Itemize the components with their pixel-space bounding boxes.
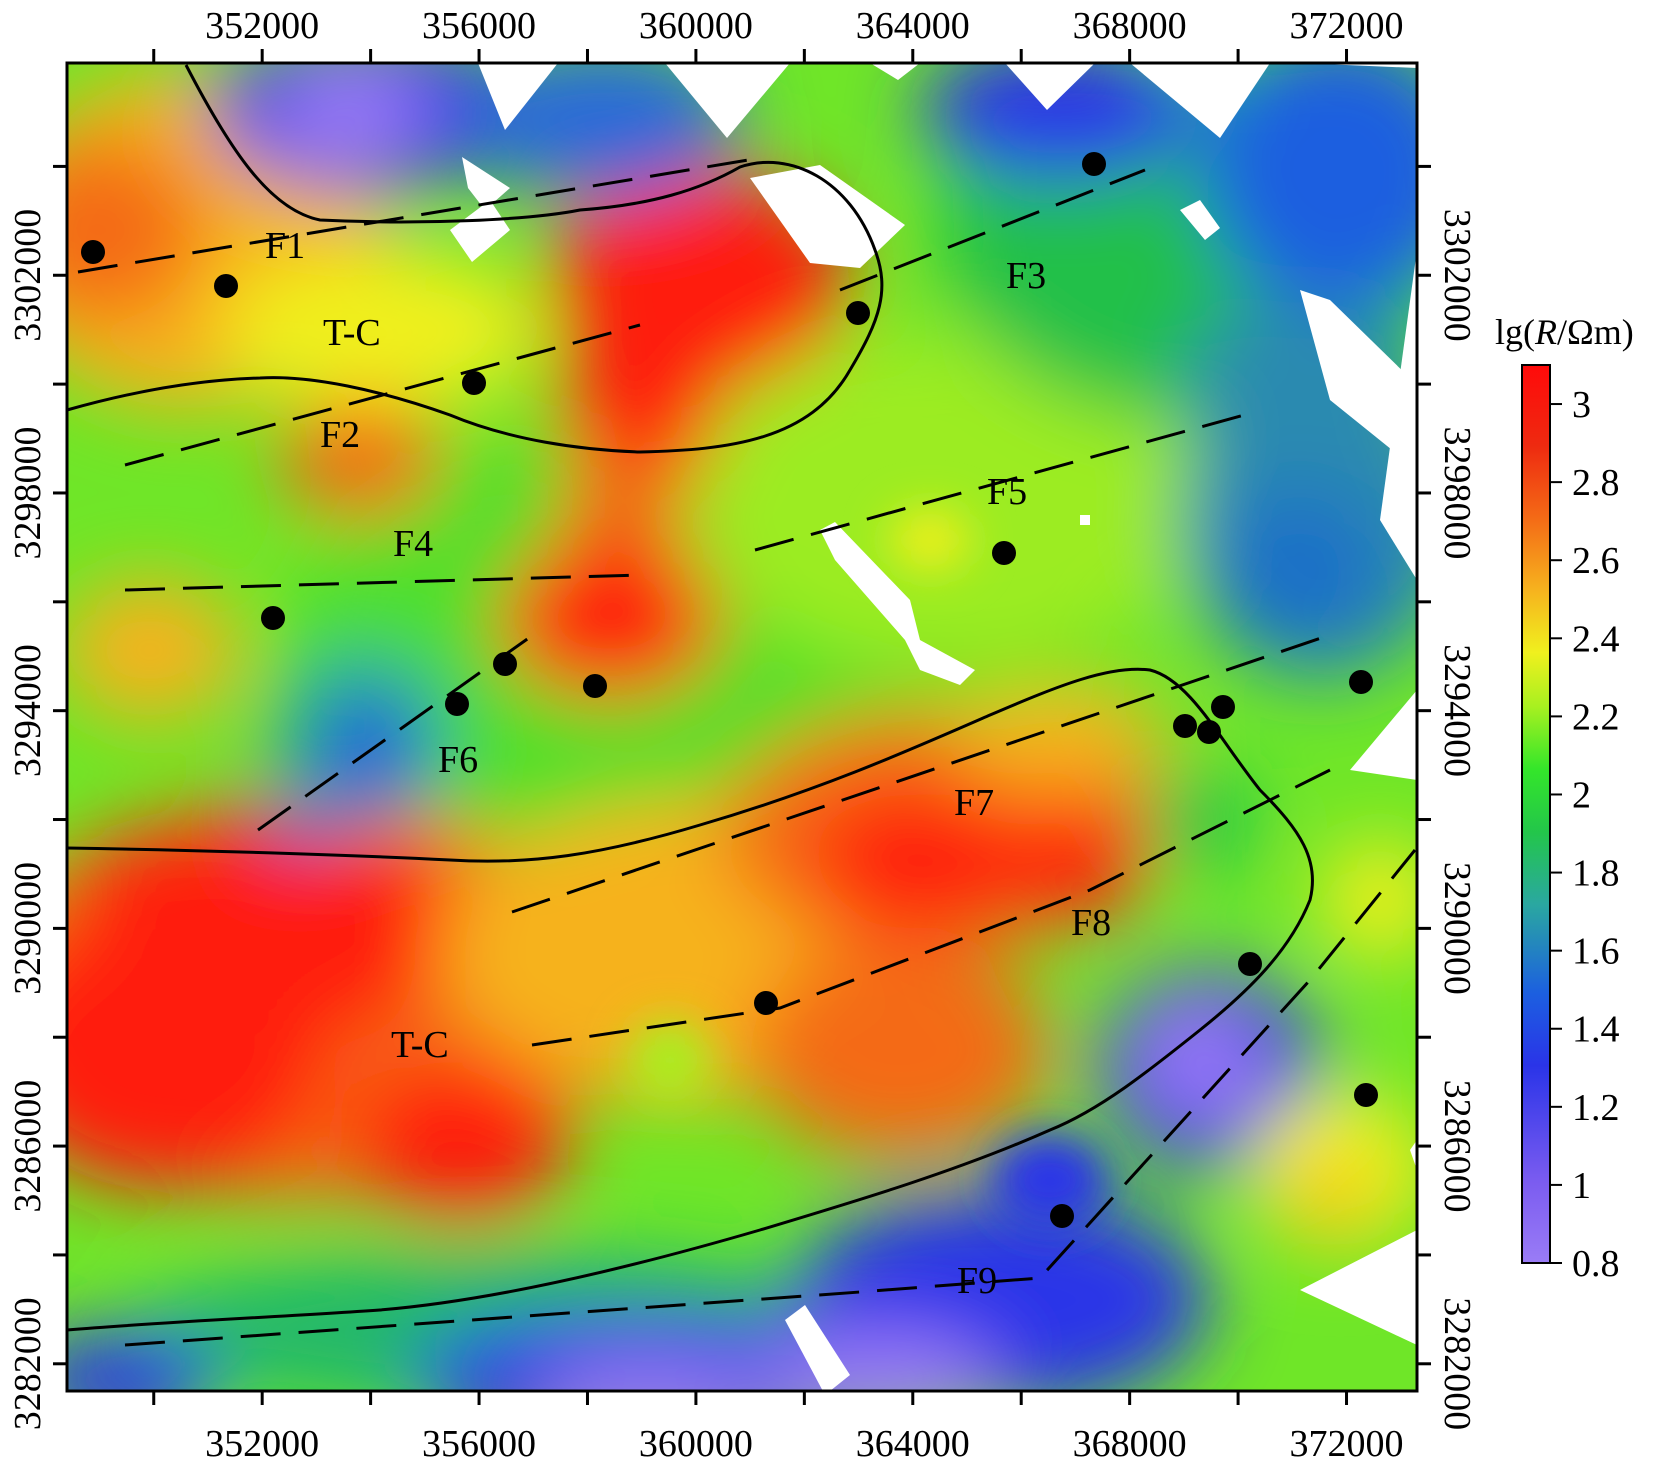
fault-label-F5: F5: [987, 471, 1027, 513]
x-tick-label-bottom: 368000: [1073, 1423, 1187, 1465]
station-point: [1349, 670, 1373, 694]
station-point: [1354, 1083, 1378, 1107]
map-frame: [65, 61, 1419, 1393]
fault-label-F8: F8: [1071, 902, 1111, 944]
station-point: [1050, 1204, 1074, 1228]
station-point: [462, 371, 486, 395]
fault-label-F9: F9: [957, 1260, 997, 1302]
fault-label-F1: F1: [265, 225, 305, 267]
legend-tick-label: 2.2: [1572, 696, 1620, 738]
station-point: [1082, 152, 1106, 176]
legend-title: lg(R/Ωm): [1495, 312, 1634, 352]
north-unit-boundary: [66, 64, 884, 454]
x-tick-label-bottom: 352000: [205, 1423, 319, 1465]
legend-tick-label: 2.6: [1572, 540, 1620, 582]
station-point: [214, 274, 238, 298]
y-tick-label-left: 3282000: [7, 1297, 49, 1430]
legend-tick-label: 2.4: [1572, 618, 1620, 660]
station-point: [1211, 695, 1235, 719]
unit-label-tc-south: T-C: [391, 1024, 449, 1066]
fault-F9: [124, 849, 1417, 1347]
station-point: [846, 301, 870, 325]
x-tick-label-top: 360000: [639, 5, 753, 47]
fault-F7: [511, 633, 1331, 914]
fault-F4: [124, 573, 641, 592]
legend-tick-label: 3: [1572, 384, 1591, 426]
fault-label-F7: F7: [954, 782, 994, 824]
y-tick-label-right: 3282000: [1436, 1297, 1478, 1430]
y-tick-label-right: 3302000: [1436, 209, 1478, 342]
x-tick-label-top: 372000: [1290, 5, 1404, 47]
legend-tick-label: 1: [1572, 1165, 1591, 1207]
station-points: [81, 152, 1378, 1228]
legend-tick-label: 1.4: [1572, 1009, 1620, 1051]
legend-tick-label: 2.8: [1572, 462, 1620, 504]
y-tick-label-left: 3298000: [7, 426, 49, 559]
y-tick-label-right: 3290000: [1436, 862, 1478, 995]
no-data-mask: [450, 63, 1417, 1391]
legend-tick-label: 2: [1572, 774, 1591, 816]
color-legend: lg(R/Ωm) 3 2.8 2.6 2.4 2.2 2 1.8 1.6 1.4 1.2 1 0.8: [1495, 312, 1634, 1285]
station-point: [445, 692, 469, 716]
fault-label-F6: F6: [438, 739, 478, 781]
x-tick-label-top: 356000: [422, 5, 536, 47]
legend-tick-label: 1.2: [1572, 1087, 1620, 1129]
legend-tick-label: 0.8: [1572, 1243, 1620, 1285]
x-tick-label-top: 368000: [1073, 5, 1187, 47]
legend-tick-label: 1.8: [1572, 853, 1620, 895]
resistivity-surface: [67, 63, 1417, 1391]
x-tick-label-top: 352000: [205, 5, 319, 47]
y-tick-label-left: 3302000: [7, 209, 49, 342]
fault-lines: [77, 156, 1417, 1347]
boundary-lines: [66, 64, 1315, 1332]
x-tick-label-bottom: 356000: [422, 1423, 536, 1465]
legend-colorbar: [1521, 364, 1551, 1264]
y-tick-label-right: 3294000: [1436, 644, 1478, 777]
legend-tick-label: 1.6: [1572, 931, 1620, 973]
station-point: [992, 541, 1016, 565]
y-tick-label-right: 3286000: [1436, 1080, 1478, 1213]
station-point: [1197, 720, 1221, 744]
station-point: [1173, 714, 1197, 738]
fault-F5: [754, 410, 1256, 552]
y-tick-label-left: 3294000: [7, 644, 49, 777]
y-tick-label-right: 3298000: [1436, 426, 1478, 559]
station-point: [1238, 952, 1262, 976]
axis-tick-labels: 352000 352000 356000 356000 360000 360000 3640…: [7, 5, 1478, 1465]
x-tick-label-bottom: 360000: [639, 1423, 753, 1465]
fault-F8: [531, 768, 1331, 1047]
y-tick-label-left: 3286000: [7, 1080, 49, 1213]
x-tick-label-bottom: 372000: [1290, 1423, 1404, 1465]
unit-label-tc-north: T-C: [323, 312, 381, 354]
map-labels: F1 F2 F3 F4 F5 F6 F7 F8 F9 T-C T-C: [265, 225, 1111, 1302]
station-point: [493, 652, 517, 676]
y-tick-label-left: 3290000: [7, 862, 49, 995]
station-point: [261, 606, 285, 630]
fault-label-F3: F3: [1006, 255, 1046, 297]
fault-label-F2: F2: [320, 414, 360, 456]
station-point: [583, 674, 607, 698]
station-point: [81, 240, 105, 264]
x-tick-label-bottom: 364000: [856, 1423, 970, 1465]
station-point: [754, 991, 778, 1015]
fault-label-F4: F4: [393, 523, 433, 565]
fault-F2: [124, 323, 641, 467]
x-tick-label-top: 364000: [856, 5, 970, 47]
legend-ticks: 3 2.8 2.6 2.4 2.2 2 1.8 1.6 1.4 1.2 1 0.8: [1550, 384, 1620, 1285]
south-unit-boundary: [66, 667, 1315, 1332]
axis-ticks: [53, 49, 1431, 1405]
